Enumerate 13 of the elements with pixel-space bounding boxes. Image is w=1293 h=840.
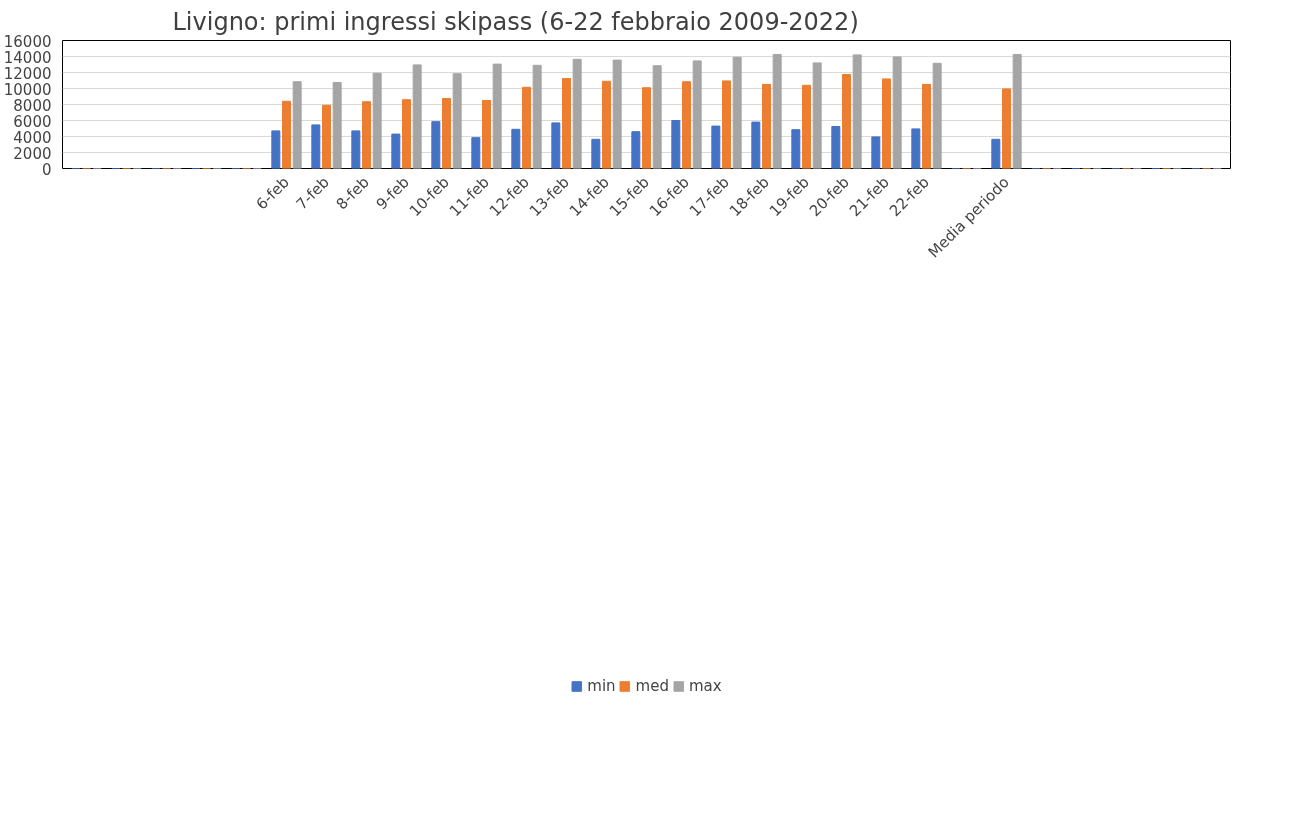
chart-title: Livigno: primi ingressi skipass (6-22 febbraio 2009-2022) — [172, 7, 859, 36]
legend-label: min — [587, 676, 616, 695]
y-tick-label: 14000 — [3, 48, 52, 67]
y-tick-label: 6000 — [13, 112, 52, 131]
y-tick-label: 4000 — [13, 128, 52, 147]
y-tick-label: 0 — [41, 160, 52, 179]
y-tick-label: 12000 — [3, 64, 52, 83]
y-tick-label: 8000 — [13, 96, 52, 115]
y-tick-label: 10000 — [3, 80, 52, 99]
y-tick-label: 2000 — [13, 144, 52, 163]
legend-label: med — [635, 676, 669, 695]
y-tick-label: 16000 — [3, 32, 52, 51]
legend-label: max — [688, 676, 722, 695]
